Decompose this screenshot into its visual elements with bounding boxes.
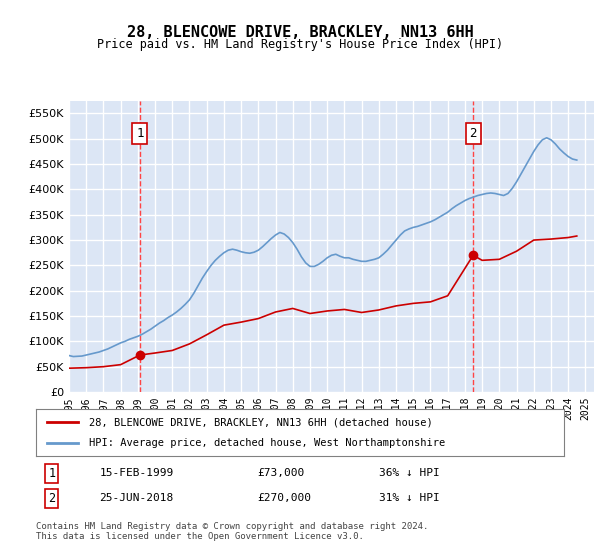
Text: 1: 1 — [136, 127, 143, 140]
Text: 15-FEB-1999: 15-FEB-1999 — [100, 468, 173, 478]
Text: 2: 2 — [469, 127, 477, 140]
Text: £73,000: £73,000 — [258, 468, 305, 478]
Text: 1: 1 — [48, 467, 55, 480]
Text: 31% ↓ HPI: 31% ↓ HPI — [379, 493, 440, 503]
Text: 2: 2 — [48, 492, 55, 505]
Text: 25-JUN-2018: 25-JUN-2018 — [100, 493, 173, 503]
Text: £270,000: £270,000 — [258, 493, 312, 503]
Text: Price paid vs. HM Land Registry's House Price Index (HPI): Price paid vs. HM Land Registry's House … — [97, 38, 503, 51]
Text: 28, BLENCOWE DRIVE, BRACKLEY, NN13 6HH: 28, BLENCOWE DRIVE, BRACKLEY, NN13 6HH — [127, 25, 473, 40]
Text: 36% ↓ HPI: 36% ↓ HPI — [379, 468, 440, 478]
Text: Contains HM Land Registry data © Crown copyright and database right 2024.
This d: Contains HM Land Registry data © Crown c… — [36, 521, 428, 541]
Text: 28, BLENCOWE DRIVE, BRACKLEY, NN13 6HH (detached house): 28, BLENCOWE DRIVE, BRACKLEY, NN13 6HH (… — [89, 417, 433, 427]
Text: HPI: Average price, detached house, West Northamptonshire: HPI: Average price, detached house, West… — [89, 438, 445, 448]
